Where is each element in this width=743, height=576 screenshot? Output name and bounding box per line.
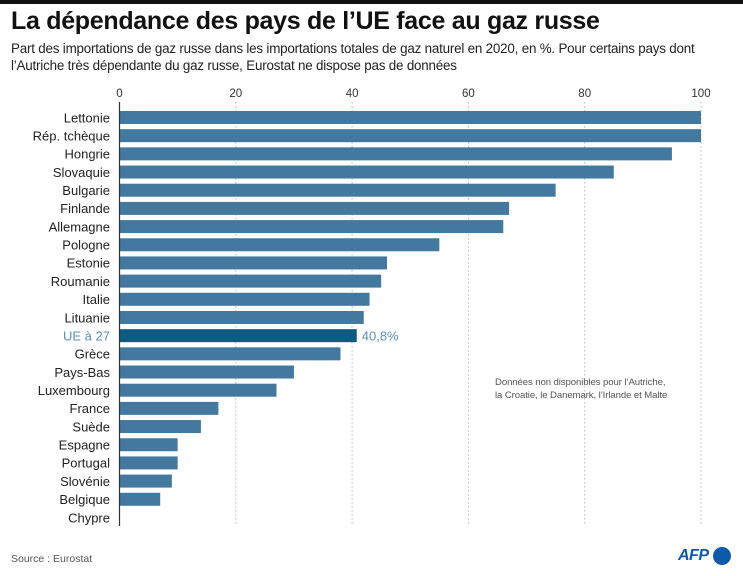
category-label: Belgique: [59, 492, 110, 507]
bar: [119, 129, 701, 143]
x-tick-label: 100: [691, 88, 710, 100]
category-label: Bulgarie: [62, 183, 110, 198]
bar: [119, 274, 382, 288]
category-label: Suède: [72, 419, 110, 434]
bar: [119, 456, 178, 470]
bar: [119, 111, 701, 124]
category-label: Luxembourg: [38, 383, 110, 398]
x-tick-label: 60: [462, 88, 475, 100]
source-credit: Source : Eurostat: [11, 553, 93, 565]
category-label: Pologne: [62, 238, 110, 253]
bar: [119, 420, 201, 434]
category-label: Slovénie: [60, 474, 110, 489]
category-label: Finlande: [60, 201, 110, 216]
category-label: Lituanie: [64, 310, 110, 325]
category-label: Allemagne: [49, 219, 110, 234]
x-tick-label: 40: [346, 88, 359, 100]
bar: [119, 310, 364, 324]
category-label: Roumanie: [51, 274, 110, 289]
x-tick-label: 0: [116, 88, 122, 100]
category-label: Hongrie: [64, 147, 110, 162]
logo-text: AFP: [678, 547, 709, 564]
category-label: Grèce: [75, 347, 110, 362]
top-rule: [0, 0, 743, 4]
bar: [119, 347, 341, 361]
bar: [119, 238, 440, 252]
logo-dot-icon: [713, 547, 731, 565]
bar: [119, 147, 672, 161]
note-line-1: Données non disponibles pour l’Autriche,: [495, 377, 666, 388]
data-label-highlight: 40,8%: [362, 328, 399, 343]
bar: [119, 438, 178, 452]
x-tick-label: 20: [229, 88, 242, 100]
category-label: Italie: [83, 292, 110, 307]
category-label: Portugal: [62, 456, 111, 471]
category-label: Espagne: [59, 438, 110, 453]
bar: [119, 365, 294, 379]
chart-title: La dépendance des pays de l’UE face au g…: [11, 7, 600, 35]
category-label: France: [70, 401, 110, 416]
bar-highlight: [119, 329, 357, 343]
bar: [119, 401, 219, 415]
category-label: Slovaquie: [53, 165, 110, 180]
category-label: UE à 27: [63, 328, 110, 343]
chart-subtitle: Part des importations de gaz russe dans …: [11, 41, 695, 73]
missing-data-note: Données non disponibles pour l’Autriche,…: [495, 376, 667, 402]
bar: [119, 292, 370, 306]
bar: [119, 256, 387, 270]
category-label: Lettonie: [64, 110, 110, 125]
category-label: Estonie: [67, 256, 110, 271]
note-line-2: la Croatie, le Danemark, l’Irlande et Ma…: [495, 390, 668, 401]
category-label: Pays-Bas: [54, 365, 110, 380]
x-tick-label: 80: [578, 88, 591, 100]
bar: [119, 492, 161, 506]
category-label: Rép. tchèque: [33, 128, 110, 143]
bar: [119, 165, 614, 179]
bar: [119, 183, 556, 197]
bar: [119, 474, 172, 488]
bar: [119, 383, 277, 397]
category-label: Chypre: [68, 510, 110, 525]
bar: [119, 201, 510, 215]
bar: [119, 220, 504, 234]
